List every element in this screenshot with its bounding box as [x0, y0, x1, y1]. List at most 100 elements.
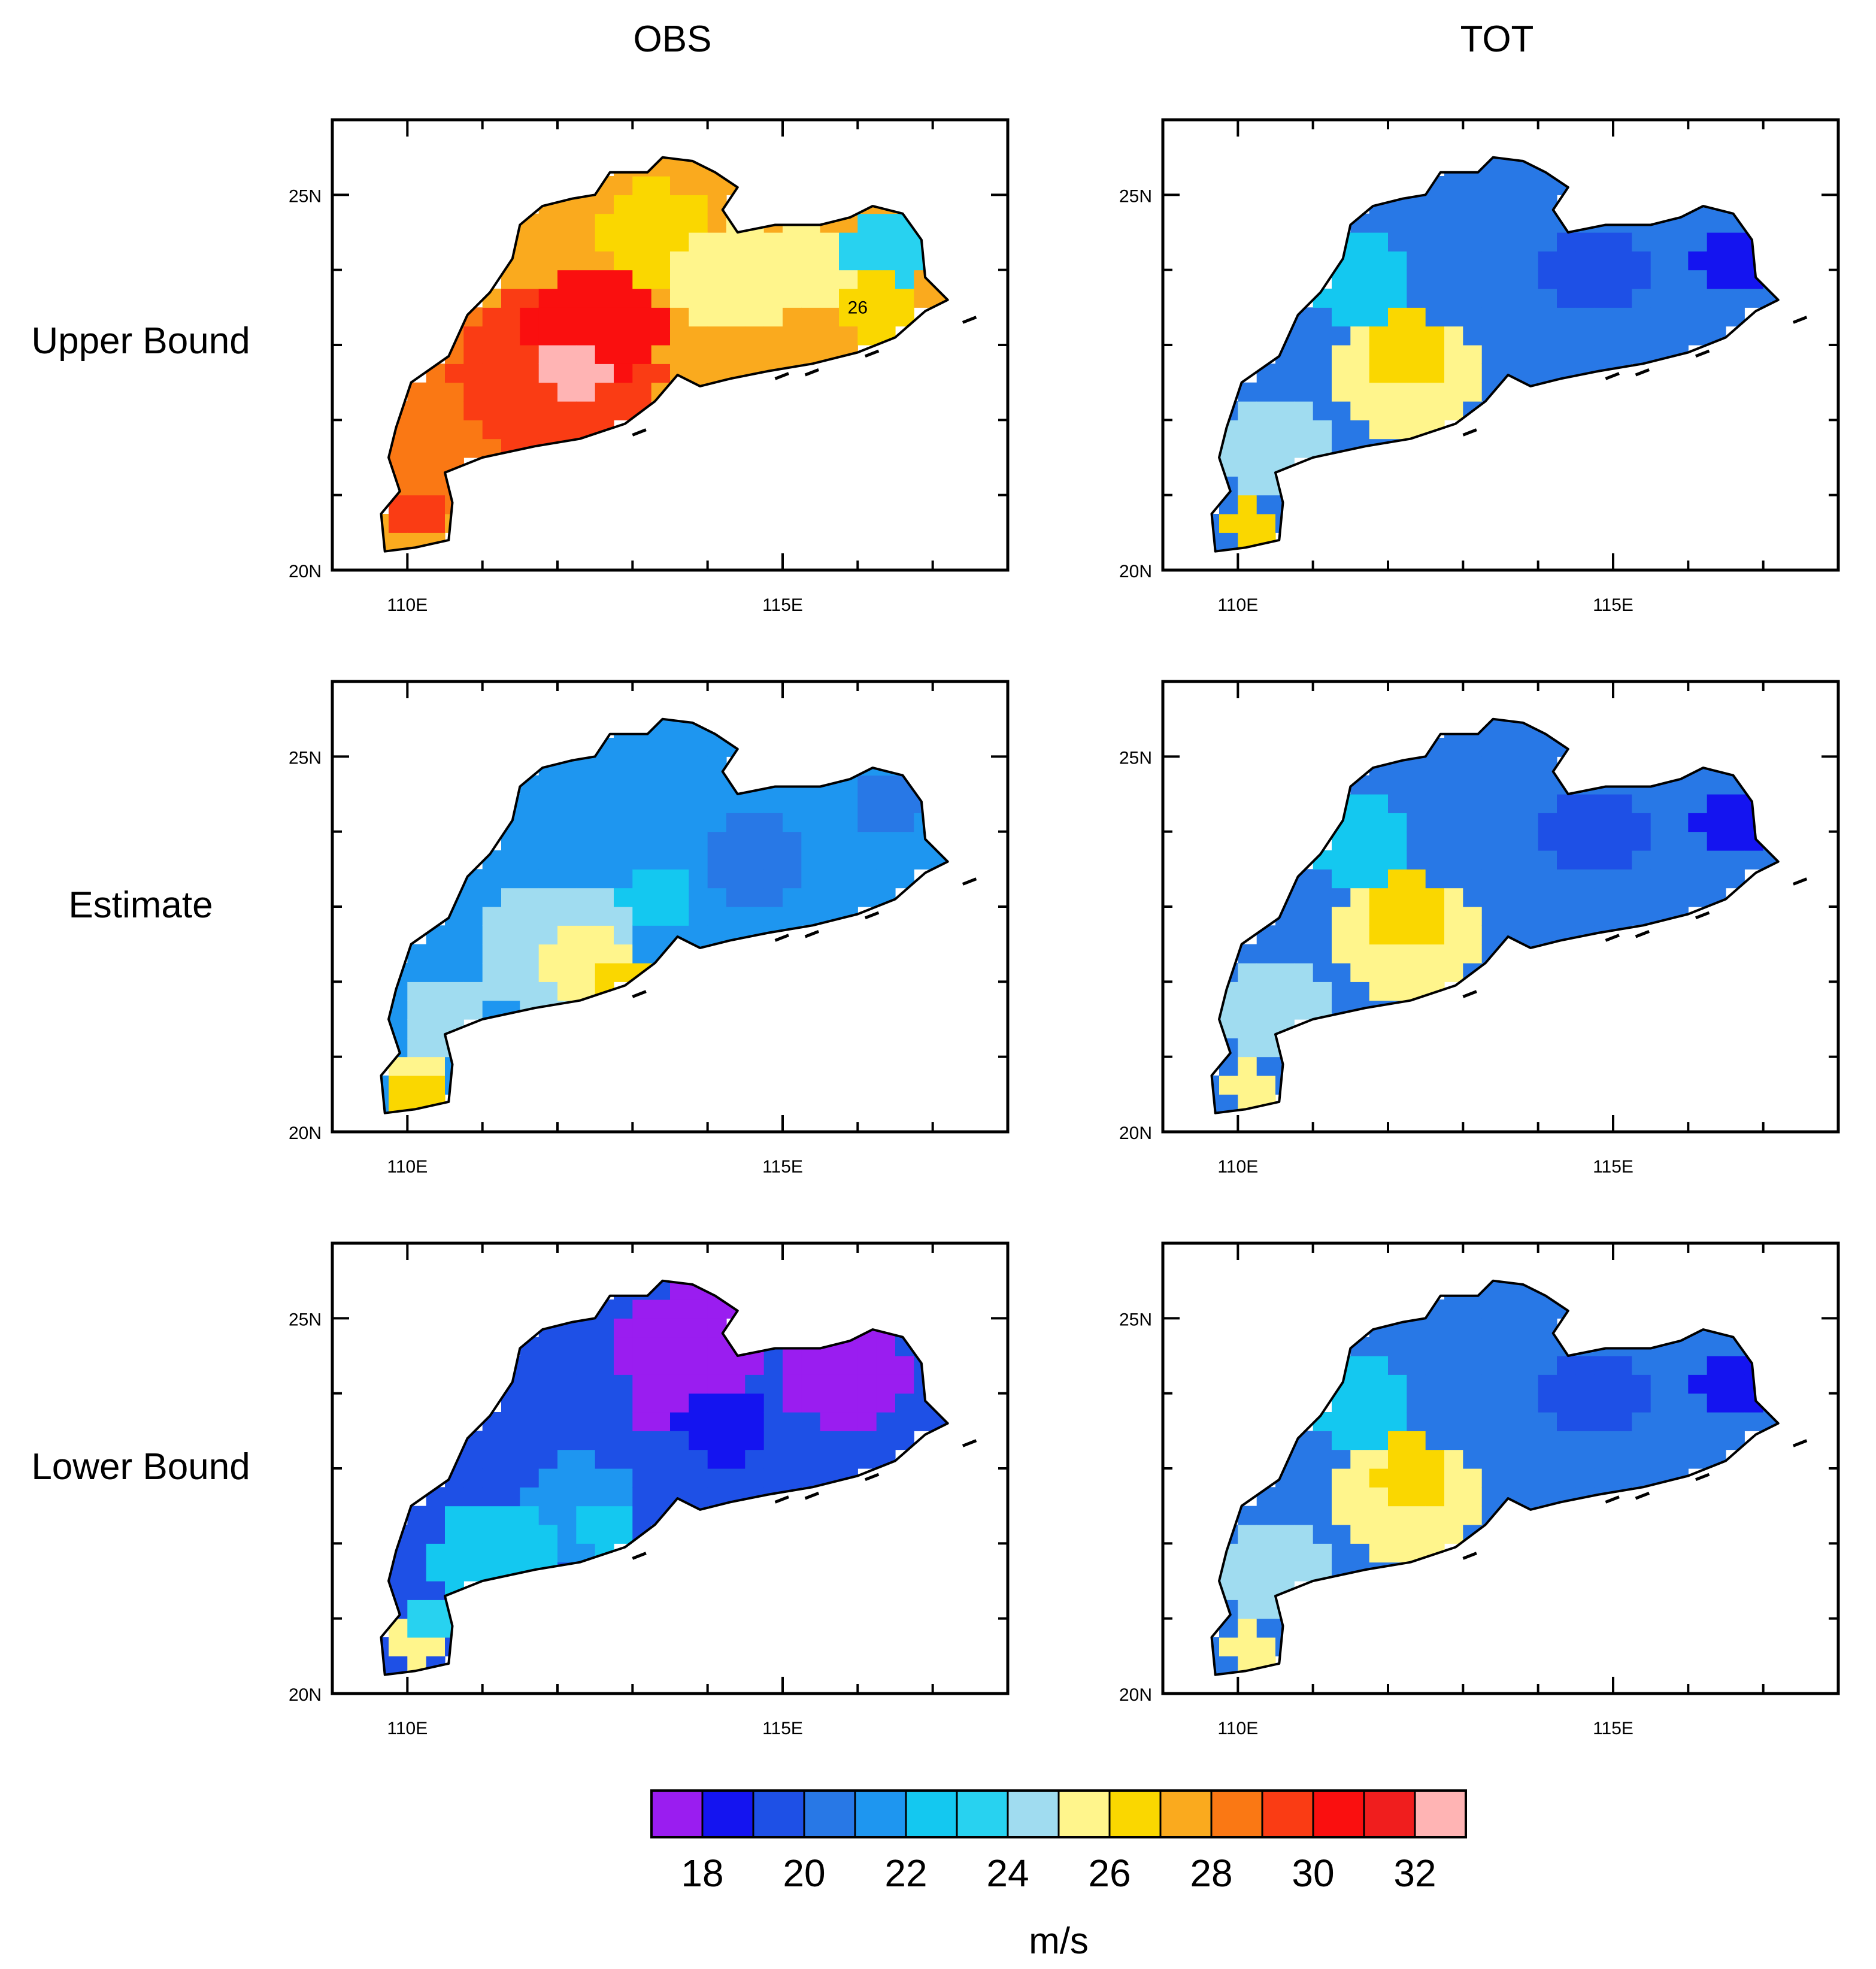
- grid-cell: [1275, 1543, 1295, 1563]
- grid-cell: [520, 363, 540, 383]
- grid-cell: [763, 232, 783, 252]
- grid-cell: [1594, 1337, 1614, 1356]
- grid-cell: [1388, 232, 1407, 252]
- grid-cell: [1650, 289, 1670, 308]
- grid-cell: [1519, 1337, 1539, 1356]
- grid-cell: [557, 382, 577, 402]
- grid-cell: [1519, 1449, 1539, 1469]
- grid-cell: [707, 269, 727, 289]
- grid-cell: [576, 1468, 596, 1488]
- grid-cell: [1501, 831, 1520, 851]
- grid-cell: [1350, 401, 1370, 420]
- grid-cell: [1444, 307, 1463, 327]
- grid-cell: [839, 1393, 858, 1413]
- grid-cell: [1444, 1280, 1463, 1300]
- grid-cell: [595, 925, 614, 945]
- grid-cell: [576, 213, 596, 233]
- contour-label: 26: [848, 298, 868, 317]
- grid-cell: [1388, 850, 1407, 870]
- grid-cell: [632, 850, 652, 870]
- grid-cell: [1425, 850, 1445, 870]
- grid-cell: [1481, 831, 1501, 851]
- grid-cell: [1463, 1505, 1483, 1525]
- grid-cell: [1538, 251, 1557, 271]
- grid-cell: [520, 813, 540, 832]
- grid-cell: [1726, 232, 1745, 252]
- grid-cell: [1388, 1374, 1407, 1394]
- grid-cell: [1481, 289, 1501, 308]
- grid-cell: [839, 831, 858, 851]
- grid-cell: [1275, 382, 1295, 402]
- grid-cell: [445, 495, 464, 514]
- grid-cell: [1294, 382, 1314, 402]
- grid-cell: [820, 794, 839, 813]
- grid-cell: [1707, 1412, 1726, 1431]
- grid-cell: [595, 907, 614, 926]
- grid-cell: [520, 887, 540, 907]
- grid-cell: [1350, 1412, 1370, 1431]
- grid-cell: [1538, 775, 1557, 795]
- grid-cell: [381, 1076, 389, 1095]
- grid-cell: [1444, 1449, 1463, 1469]
- grid-cell: [632, 157, 652, 177]
- grid-cell: [1369, 1468, 1389, 1488]
- grid-cell: [839, 232, 858, 252]
- grid-cell: [1613, 1431, 1632, 1450]
- colorbar-tick-label: 28: [1190, 1852, 1232, 1895]
- grid-cell: [1425, 907, 1445, 926]
- grid-cell: [1481, 813, 1501, 832]
- grid-cell: [726, 326, 745, 346]
- grid-cell: [1211, 1581, 1220, 1600]
- grid-cell: [482, 869, 502, 889]
- grid-cell: [651, 176, 671, 195]
- grid-cell: [520, 1393, 540, 1413]
- grid-cell: [1275, 1505, 1295, 1525]
- grid-cell: [1332, 345, 1351, 364]
- grid-cell: [1594, 326, 1614, 346]
- grid-cell: [839, 269, 858, 289]
- grid-cell: [1350, 1468, 1370, 1488]
- grid-cell: [1632, 307, 1651, 327]
- grid-cell: [1519, 925, 1539, 945]
- grid-cell: [1632, 869, 1651, 889]
- grid-cell: [651, 738, 671, 757]
- grid-cell: [1481, 1449, 1501, 1469]
- grid-cell: [614, 363, 633, 383]
- grid-cell: [895, 794, 914, 813]
- grid-cell: [407, 1600, 427, 1619]
- island: [1695, 911, 1710, 920]
- grid-cell: [783, 1337, 802, 1356]
- grid-cell: [1538, 887, 1557, 907]
- grid-cell: [576, 1525, 596, 1544]
- grid-cell: [1275, 907, 1295, 926]
- grid-cell: [463, 401, 483, 420]
- grid-cell: [1707, 1337, 1726, 1356]
- grid-cell: [726, 869, 745, 889]
- grid-cell: [1726, 1374, 1745, 1394]
- grid-cell: [857, 213, 877, 233]
- grid-cell: [1332, 1525, 1351, 1544]
- grid-cell: [1407, 269, 1426, 289]
- grid-cell: [1275, 1562, 1295, 1582]
- grid-cell: [501, 438, 520, 458]
- grid-cell: [1388, 869, 1407, 889]
- grid-cell: [1369, 925, 1389, 945]
- grid-cell: [1463, 1393, 1483, 1413]
- grid-cell: [632, 719, 652, 738]
- grid-cell: [1669, 1412, 1689, 1431]
- grid-cell: [1557, 887, 1576, 907]
- grid-cell: [463, 345, 483, 364]
- grid-cell: [614, 850, 633, 870]
- grid-cell: [538, 1374, 558, 1394]
- grid-cell: [1632, 1393, 1651, 1413]
- grid-cell: [557, 1337, 577, 1356]
- grid-cell: [1557, 269, 1576, 289]
- grid-cell: [595, 794, 614, 813]
- grid-cell: [1538, 1374, 1557, 1394]
- grid-cell: [520, 944, 540, 964]
- grid-cell: [783, 869, 802, 889]
- grid-cell: [1294, 1487, 1314, 1507]
- grid-cell: [632, 1337, 652, 1356]
- grid-cell: [1538, 1449, 1557, 1469]
- grid-cell: [1369, 1393, 1389, 1413]
